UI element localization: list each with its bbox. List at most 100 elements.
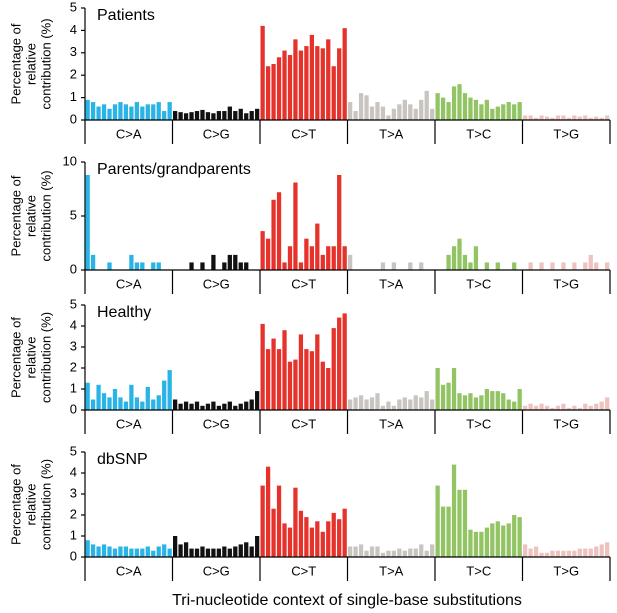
bar — [222, 546, 227, 557]
group-label: T>G — [553, 276, 579, 291]
panel-title: Patients — [97, 7, 155, 24]
bar — [446, 506, 451, 557]
bar — [244, 401, 249, 410]
y-axis-label-line: relative — [23, 337, 38, 379]
bar — [342, 313, 347, 410]
group-label: C>A — [116, 563, 142, 578]
bar — [287, 55, 293, 120]
bar — [287, 361, 293, 410]
bar — [189, 548, 194, 557]
bar — [512, 104, 517, 120]
bar — [112, 104, 118, 120]
bar — [156, 102, 161, 120]
bar — [402, 99, 407, 120]
bar — [315, 46, 320, 120]
bar — [337, 174, 342, 270]
bar — [577, 407, 582, 410]
group-label: T>C — [466, 416, 491, 431]
bar — [227, 548, 232, 557]
bar — [101, 544, 107, 557]
bar — [408, 262, 413, 270]
bar — [112, 548, 118, 557]
bar — [331, 66, 336, 120]
bar — [287, 527, 293, 557]
bar — [484, 527, 489, 557]
bar — [555, 115, 561, 120]
bar — [512, 262, 517, 270]
bar — [484, 389, 489, 410]
bar — [588, 254, 593, 270]
bar — [479, 104, 484, 120]
bar — [101, 393, 107, 410]
bar — [298, 262, 304, 270]
bar — [512, 515, 517, 557]
bar — [561, 262, 566, 270]
bar — [550, 407, 555, 410]
group-label: C>T — [291, 276, 316, 291]
bar — [227, 106, 232, 120]
bar — [408, 104, 413, 120]
bar — [380, 405, 386, 410]
bar — [282, 523, 287, 557]
bar — [315, 334, 320, 410]
bar — [501, 104, 506, 120]
bar — [315, 521, 320, 557]
bar — [342, 508, 347, 557]
panel-title: Parents/grandparents — [97, 161, 251, 178]
bar — [523, 405, 528, 410]
bar — [140, 106, 145, 120]
bar — [287, 246, 293, 270]
bar — [178, 112, 183, 120]
bar — [391, 108, 397, 120]
bar — [304, 46, 309, 120]
bar — [605, 542, 610, 557]
y-axis-label: Percentage of relative contribution (%) — [8, 170, 53, 261]
bar — [276, 192, 282, 270]
bar — [506, 399, 511, 410]
bar — [566, 407, 572, 410]
bar — [101, 104, 107, 120]
bar — [123, 546, 129, 557]
bar — [134, 548, 139, 557]
group-label: T>G — [553, 416, 579, 431]
bar — [118, 397, 123, 410]
bar — [440, 97, 446, 120]
bar — [194, 401, 200, 410]
group-label: C>T — [291, 563, 316, 578]
bar — [211, 113, 216, 120]
bar — [528, 548, 533, 557]
bar — [544, 116, 550, 120]
bar — [276, 349, 282, 410]
bar — [413, 108, 418, 120]
group-label: T>G — [553, 563, 579, 578]
bar — [156, 546, 161, 557]
bar — [369, 546, 375, 557]
bar — [85, 174, 90, 270]
y-axis-label-line: contribution (%) — [38, 170, 53, 261]
bar — [430, 108, 435, 120]
bar — [473, 531, 479, 557]
bar — [255, 108, 260, 120]
bar — [238, 262, 243, 270]
bar — [386, 550, 391, 557]
bar — [85, 540, 90, 557]
bar — [501, 525, 506, 557]
y-tick-label: 1 — [70, 527, 77, 542]
bar — [528, 262, 533, 270]
bar — [107, 262, 112, 270]
bar — [342, 28, 347, 120]
bar — [468, 97, 473, 120]
bar — [419, 544, 424, 557]
bar — [440, 506, 446, 557]
y-tick-label: 5 — [70, 0, 77, 14]
bar — [162, 111, 167, 120]
bar — [112, 389, 118, 410]
y-tick-label: 2 — [70, 359, 77, 374]
bar — [194, 548, 200, 557]
bar — [364, 550, 369, 557]
group-label: C>T — [291, 126, 316, 141]
bar — [572, 115, 577, 120]
bar — [451, 464, 457, 557]
panel-title: Healthy — [97, 304, 151, 321]
bar — [550, 262, 555, 270]
